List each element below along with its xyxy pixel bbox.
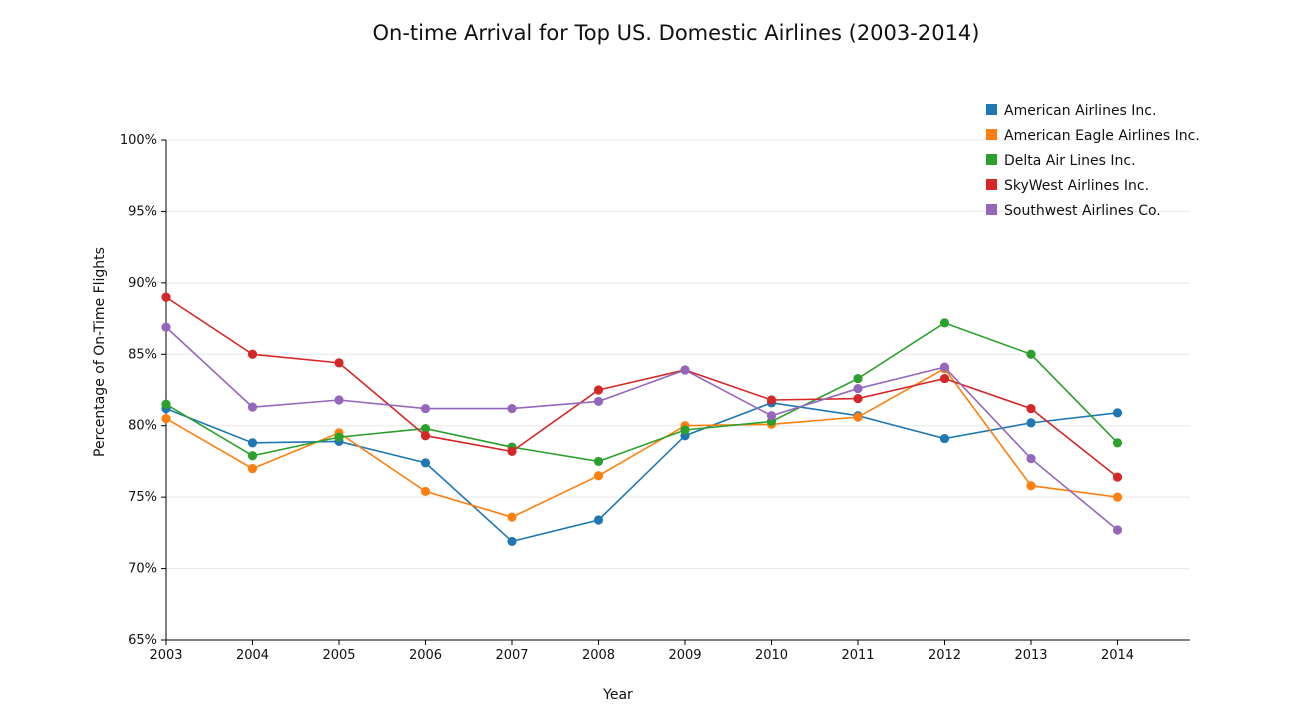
- data-point: [766, 395, 777, 405]
- y-tick-label: 65%: [128, 633, 157, 648]
- data-point: [593, 456, 604, 467]
- legend-swatch: [986, 154, 997, 165]
- series-line: [165, 326, 1119, 531]
- data-point: [507, 536, 517, 547]
- x-tick-label: 2004: [236, 648, 269, 663]
- series-line: [165, 321, 1119, 463]
- legend-label: Delta Air Lines Inc.: [1004, 153, 1136, 169]
- x-tick-label: 2005: [322, 648, 355, 663]
- series-0: [161, 398, 1123, 547]
- x-tick-label: 2006: [409, 648, 442, 663]
- data-point: [334, 358, 344, 368]
- x-tick-label: 2012: [928, 648, 961, 663]
- data-point: [1026, 481, 1036, 491]
- data-point: [247, 349, 258, 359]
- data-point: [680, 425, 690, 435]
- data-point: [939, 362, 950, 372]
- data-point: [853, 393, 863, 404]
- x-tick-label: 2007: [495, 648, 528, 663]
- x-tick-label: 2013: [1014, 648, 1047, 663]
- data-point: [507, 403, 517, 414]
- data-point: [161, 399, 171, 409]
- data-point: [507, 446, 517, 457]
- series-4: [161, 322, 1123, 535]
- y-tick-label: 75%: [128, 490, 157, 505]
- data-point: [853, 412, 863, 422]
- data-point: [1026, 418, 1036, 428]
- x-tick-label: 2003: [149, 648, 182, 663]
- data-point: [766, 411, 777, 421]
- series-line: [165, 296, 1118, 478]
- legend-label: SkyWest Airlines Inc.: [1004, 178, 1149, 194]
- y-tick-label: 70%: [128, 562, 157, 577]
- data-point: [1026, 403, 1036, 414]
- data-point: [420, 431, 431, 441]
- data-point: [939, 318, 950, 328]
- legend-label: Southwest Airlines Co.: [1004, 203, 1161, 219]
- data-point: [1026, 349, 1036, 359]
- data-point: [420, 486, 431, 497]
- data-point: [593, 396, 604, 407]
- y-tick-label: 100%: [120, 133, 157, 148]
- data-point: [680, 365, 690, 375]
- legend-label: American Airlines Inc.: [1004, 103, 1156, 119]
- x-axis-ticks: 2003 2004 2005 2006 2007 2008 2009 2010 2011 2012…: [149, 640, 1134, 663]
- legend-swatch: [986, 179, 997, 190]
- data-point: [939, 373, 950, 384]
- data-point: [334, 432, 344, 442]
- x-tick-label: 2008: [582, 648, 615, 663]
- legend-swatch: [986, 204, 997, 215]
- legend-swatch: [986, 129, 997, 140]
- data-point: [1112, 492, 1123, 502]
- data-point: [853, 383, 863, 394]
- y-tick-label: 95%: [128, 204, 157, 219]
- x-tick-label: 2011: [841, 648, 874, 663]
- data-point: [247, 451, 258, 461]
- data-point: [247, 402, 258, 412]
- series-2: [161, 318, 1123, 467]
- y-tick-label: 80%: [128, 419, 157, 434]
- data-point: [161, 413, 171, 424]
- y-axis-ticks: 65% 70% 75% 80% 85% 90% 95% 100%: [120, 133, 166, 648]
- x-tick-label: 2014: [1101, 648, 1134, 663]
- x-axis-label: Year: [602, 687, 633, 703]
- data-point: [1112, 525, 1123, 535]
- data-point: [420, 403, 431, 414]
- data-point: [593, 515, 604, 525]
- data-point: [853, 373, 863, 384]
- data-point: [593, 385, 604, 395]
- data-point: [1112, 408, 1123, 418]
- legend: American Airlines Inc. American Eagle Air…: [986, 103, 1200, 219]
- data-point: [939, 433, 950, 444]
- data-point: [593, 471, 604, 481]
- y-axis-label: Percentage of On-Time Flights: [92, 247, 108, 457]
- data-point: [420, 423, 431, 434]
- data-point: [1026, 453, 1036, 464]
- legend-swatch: [986, 104, 997, 115]
- data-point: [1112, 438, 1123, 448]
- series-line: [165, 367, 1118, 518]
- series-1: [161, 363, 1123, 522]
- series-group: [161, 292, 1123, 547]
- data-point: [161, 322, 171, 332]
- data-point: [161, 292, 171, 302]
- data-point: [420, 458, 431, 468]
- data-point: [507, 512, 517, 522]
- gridlines: [166, 139, 1190, 570]
- data-point: [1112, 472, 1123, 482]
- y-tick-label: 85%: [128, 347, 157, 362]
- chart-title: On-time Arrival for Top US. Domestic Air…: [373, 21, 980, 45]
- y-tick-label: 90%: [128, 276, 157, 291]
- series-line: [165, 402, 1118, 543]
- data-point: [334, 395, 344, 405]
- legend-label: American Eagle Airlines Inc.: [1004, 128, 1200, 144]
- x-tick-label: 2010: [755, 648, 788, 663]
- data-point: [247, 438, 258, 448]
- series-3: [161, 292, 1123, 482]
- x-tick-label: 2009: [668, 648, 701, 663]
- data-point: [247, 463, 258, 474]
